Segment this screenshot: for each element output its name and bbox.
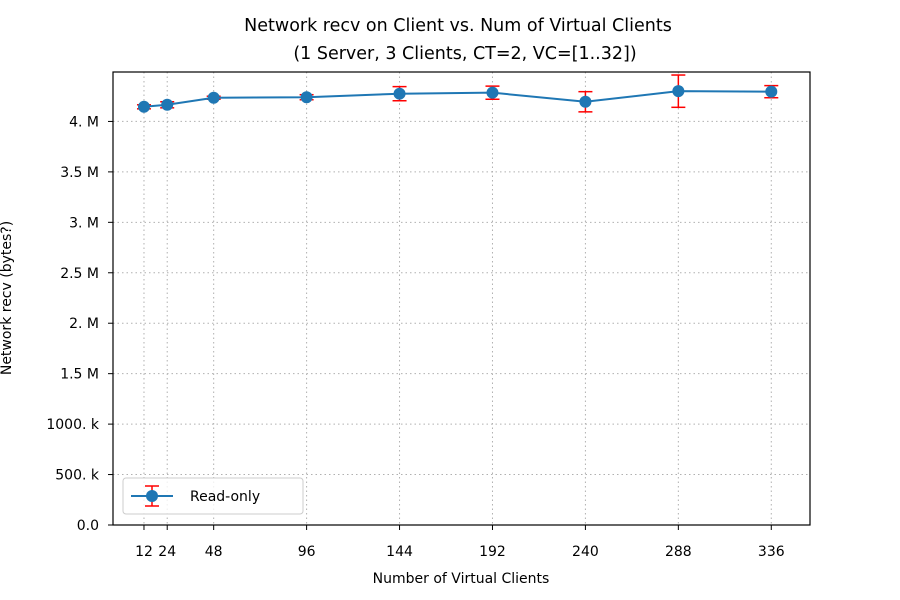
x-tick-label: 144 — [386, 544, 413, 560]
data-point — [207, 91, 220, 104]
y-tick-label: 500. k — [55, 468, 100, 484]
data-point — [672, 85, 685, 98]
series-read-only — [136, 74, 779, 113]
x-tick-label: 336 — [758, 544, 785, 560]
x-tick-label: 48 — [205, 544, 223, 560]
y-tick-label: 1000. k — [46, 417, 100, 433]
legend-marker-icon — [146, 490, 158, 502]
data-point — [765, 85, 778, 98]
chart-title: Network recv on Client vs. Num of Virtua… — [244, 16, 672, 36]
y-tick-label: 2. M — [69, 316, 99, 332]
data-point — [579, 95, 592, 108]
y-axis-label: Network recv (bytes?) — [0, 221, 15, 375]
data-point — [300, 91, 313, 104]
y-tick-label: 3. M — [69, 215, 99, 231]
data-point — [393, 87, 406, 100]
x-tick-label: 192 — [479, 544, 506, 560]
y-tick-label: 4. M — [69, 114, 99, 130]
legend-label: Read-only — [190, 489, 260, 505]
y-tick-label: 1.5 M — [60, 367, 99, 383]
chart-subtitle: (1 Server, 3 Clients, CT=2, VC=[1..32]) — [293, 44, 636, 64]
y-tick-label: 2.5 M — [60, 266, 99, 282]
grid — [113, 72, 810, 526]
x-tick-label: 240 — [572, 544, 599, 560]
x-tick-label: 12 — [135, 544, 153, 560]
x-axis-label: Number of Virtual Clients — [373, 571, 550, 587]
legend-box — [122, 477, 304, 515]
legend: Read-only — [122, 477, 304, 515]
x-tick-label: 96 — [298, 544, 316, 560]
data-point — [486, 86, 499, 99]
plot-frame — [112, 71, 811, 526]
axis-ticks: 12 24 48 96 144 192 240 288 336 0.0 500. k 1000. k 1… — [46, 114, 784, 560]
data-point — [137, 100, 150, 113]
x-tick-label: 24 — [158, 544, 176, 560]
y-tick-label: 3.5 M — [60, 165, 99, 181]
data-point — [161, 98, 174, 111]
x-tick-label: 288 — [665, 544, 692, 560]
y-tick-label: 0.0 — [77, 518, 99, 534]
